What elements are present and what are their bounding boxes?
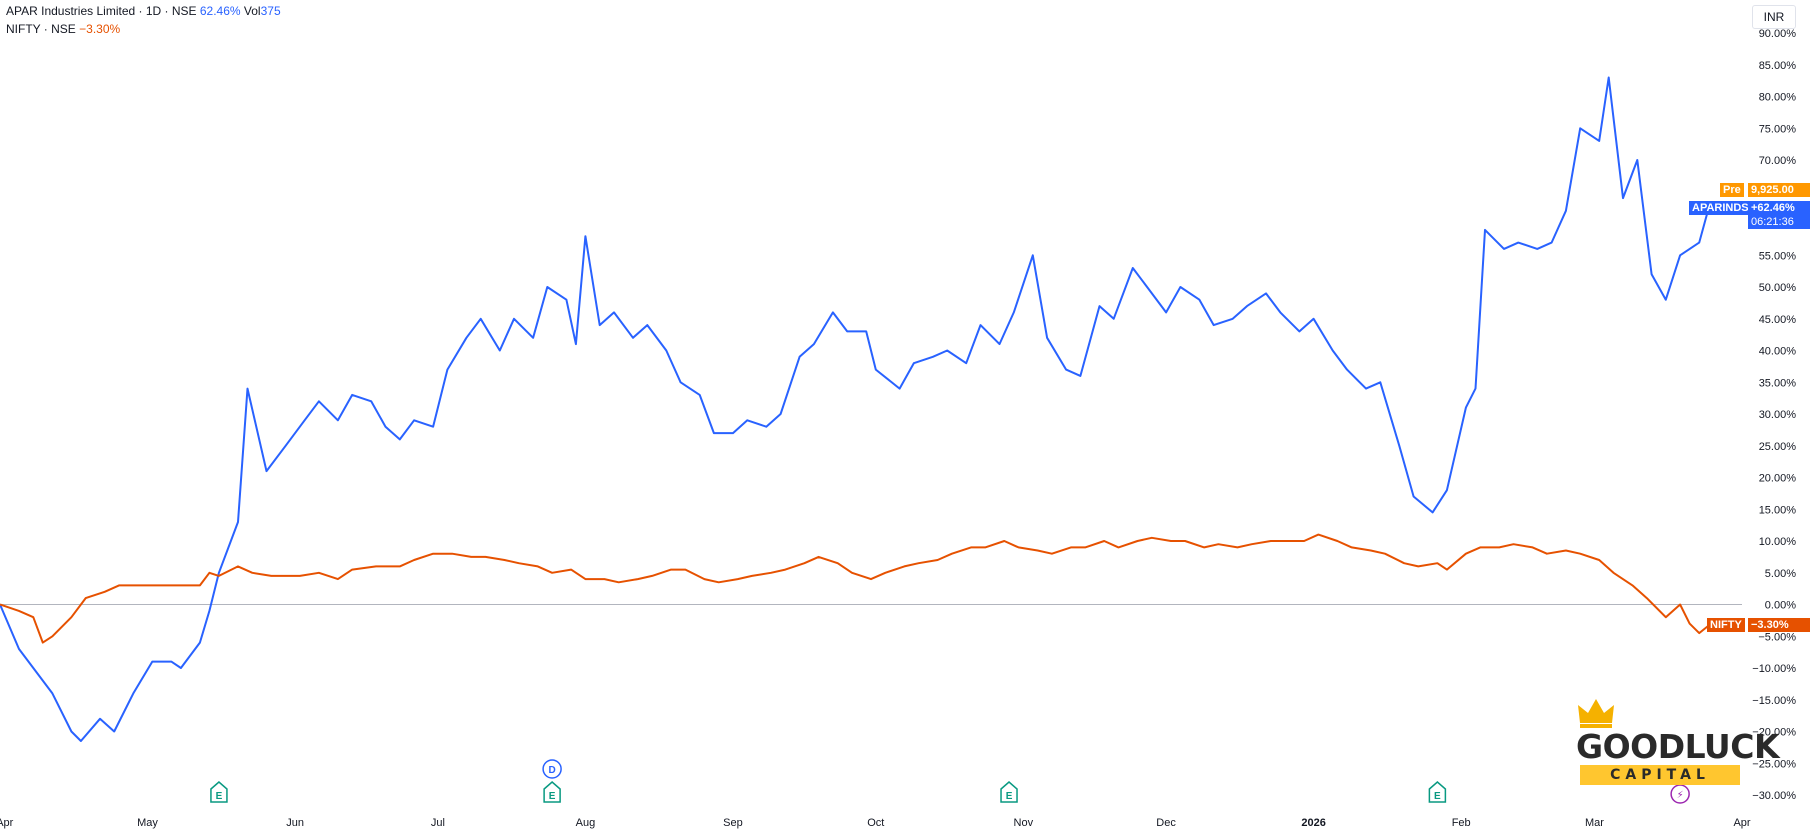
earnings-marker[interactable]: E — [210, 781, 228, 803]
x-tick-label: Apr — [1733, 817, 1750, 829]
svg-text:⚡: ⚡ — [1677, 790, 1684, 801]
series-layer — [0, 76, 1710, 742]
compare-series-name: NIFTY · NSE — [6, 22, 76, 36]
y-tick-label: −10.00% — [1752, 663, 1796, 675]
y-tick-label: 20.00% — [1759, 473, 1797, 485]
y-tick-label: −25.00% — [1752, 758, 1796, 770]
session-countdown: 06:21:36 — [1748, 215, 1810, 229]
volume-label: Vol — [243, 4, 261, 18]
main-symbol-tag: APARINDS — [1689, 201, 1752, 215]
earnings-marker[interactable]: E — [1000, 781, 1018, 803]
x-tick-label: Mar — [1585, 817, 1604, 829]
y-tick-label: −15.00% — [1752, 695, 1796, 707]
y-tick-label: 85.00% — [1759, 60, 1797, 72]
y-tick-label: 30.00% — [1759, 409, 1797, 421]
main-series-change: 62.46% — [199, 4, 241, 18]
y-tick-label: −5.00% — [1758, 631, 1796, 643]
x-tick-label: Aug — [576, 817, 596, 829]
x-tick-label: Oct — [867, 817, 884, 829]
earnings-marker[interactable]: E — [1428, 781, 1447, 803]
x-tick-label: Apr — [0, 817, 14, 829]
compare-series-change: −3.30% — [79, 22, 121, 36]
x-tick-label: Nov — [1014, 817, 1034, 829]
series-line-nifty[interactable] — [0, 533, 1710, 644]
y-tick-label: 70.00% — [1759, 155, 1797, 167]
y-tick-label: 75.00% — [1759, 123, 1797, 135]
main-pct-tag: +62.46% — [1748, 201, 1810, 215]
y-tick-label: 45.00% — [1759, 314, 1797, 326]
x-tick-label: 2026 — [1301, 817, 1325, 829]
compare-pct-tag: −3.30% — [1748, 618, 1810, 632]
y-tick-label: 90.00% — [1759, 28, 1797, 40]
x-tick-label: Sep — [723, 817, 743, 829]
x-axis: Apr May Jun Jul Aug Sep Oct Nov Dec 2026 Feb Mar Apr — [0, 817, 1751, 829]
svg-text:D: D — [548, 765, 555, 776]
y-tick-label: 80.00% — [1759, 92, 1797, 104]
x-tick-label: Jul — [431, 817, 445, 829]
earnings-marker[interactable]: E — [543, 781, 561, 803]
x-tick-label: Dec — [1156, 817, 1176, 829]
pre-market-value: 9,925.00 — [1748, 183, 1810, 197]
y-tick-label: 40.00% — [1759, 346, 1797, 358]
y-tick-label: 35.00% — [1759, 377, 1797, 389]
logo-band: CAPITAL — [1580, 765, 1740, 785]
main-series-legend[interactable]: APAR Industries Limited · 1D · NSE 62.46… — [6, 4, 281, 18]
volume-value: 375 — [260, 4, 281, 18]
y-tick-label: 0.00% — [1765, 600, 1796, 612]
pre-market-label: Pre — [1720, 183, 1744, 197]
compare-symbol-tag: NIFTY — [1707, 618, 1745, 632]
logo-wordmark: GOODLUCK — [1576, 727, 1780, 766]
y-tick-label: 25.00% — [1759, 441, 1797, 453]
y-tick-label: −30.00% — [1752, 790, 1796, 802]
y-tick-label: 15.00% — [1759, 504, 1797, 516]
y-axis: 90.00%85.00%80.00%75.00%70.00%65.00%60.0… — [1752, 28, 1796, 802]
y-tick-label: −20.00% — [1752, 727, 1796, 739]
y-tick-label: 5.00% — [1765, 568, 1796, 580]
y-tick-label: 10.00% — [1759, 536, 1797, 548]
x-tick-label: Feb — [1452, 817, 1471, 829]
lightning-event-icon[interactable]: ⚡ — [1670, 784, 1690, 804]
y-tick-label: 50.00% — [1759, 282, 1797, 294]
crown-icon — [1578, 699, 1614, 728]
svg-text:E: E — [1434, 791, 1441, 802]
svg-text:E: E — [216, 791, 223, 802]
svg-text:E: E — [1006, 791, 1013, 802]
compare-series-legend[interactable]: NIFTY · NSE −3.30% — [6, 22, 120, 36]
event-markers: E D E E E ⚡ — [210, 759, 1690, 804]
main-series-name: APAR Industries Limited · 1D · NSE — [6, 4, 197, 18]
x-tick-label: May — [137, 817, 158, 829]
y-tick-label: 55.00% — [1759, 250, 1797, 262]
dividend-marker[interactable]: D — [542, 759, 562, 779]
x-tick-label: Jun — [286, 817, 304, 829]
goodluck-capital-logo: GOODLUCK CAPITAL — [1576, 695, 1780, 787]
currency-button[interactable]: INR — [1752, 5, 1796, 29]
svg-text:E: E — [549, 791, 556, 802]
series-line-aparinds[interactable] — [0, 76, 1710, 742]
